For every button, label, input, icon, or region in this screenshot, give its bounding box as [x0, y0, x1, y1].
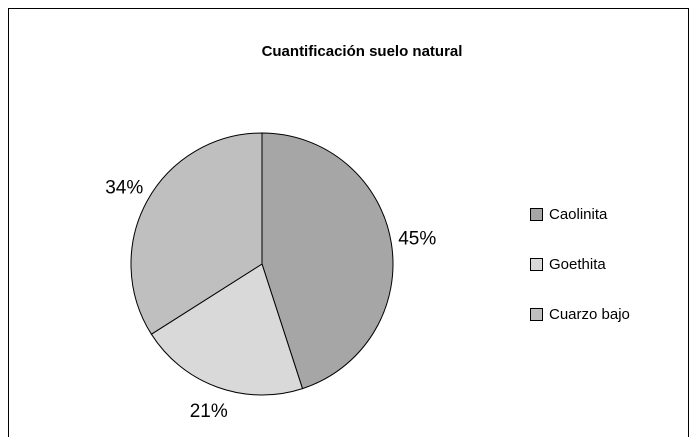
pie-slice: [130, 132, 263, 335]
pie-slice: [261, 132, 394, 390]
legend-label: Goethita: [549, 256, 606, 273]
data-label: 45%: [398, 228, 436, 249]
legend-swatch: [530, 208, 543, 221]
legend-label: Cuarzo bajo: [549, 306, 630, 323]
data-label: 21%: [190, 401, 228, 422]
legend-swatch: [530, 258, 543, 271]
legend-label: Caolinita: [549, 206, 608, 223]
pie-slice: [150, 263, 304, 396]
data-label: 34%: [105, 177, 143, 198]
legend-swatch: [530, 308, 543, 321]
chart-title: Cuantificación suelo natural: [262, 43, 463, 60]
